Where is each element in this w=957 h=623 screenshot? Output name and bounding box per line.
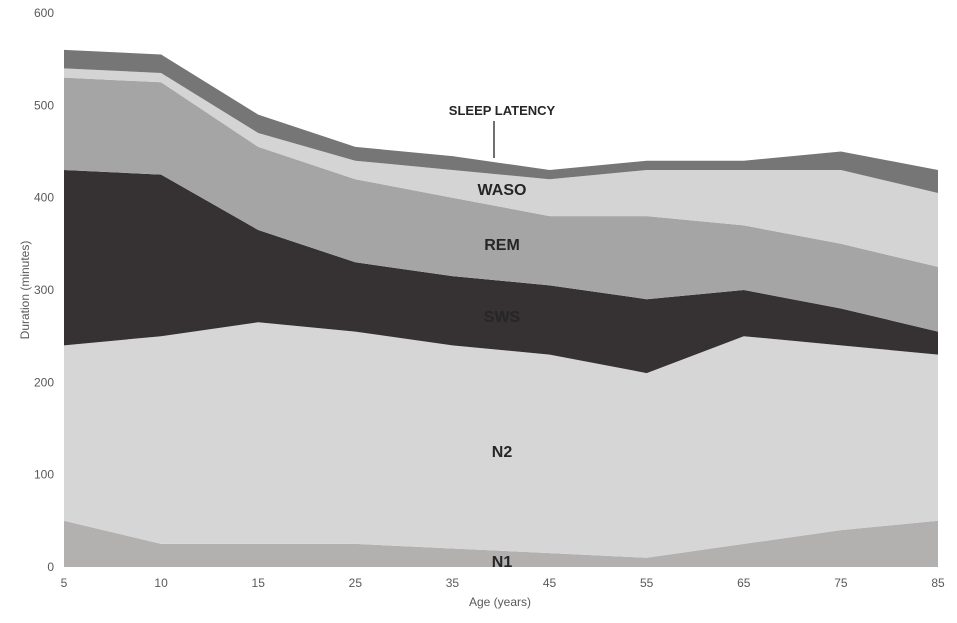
y-tick-label: 400: [34, 191, 54, 205]
area-n1: [64, 520, 938, 567]
y-axis-title: Duration (minutes): [18, 241, 32, 340]
area-sleep-latency: [64, 49, 938, 194]
x-tick-label: 55: [640, 576, 654, 590]
x-axis-title: Age (years): [469, 595, 531, 609]
area-waso: [64, 68, 938, 267]
y-tick-label: 500: [34, 98, 54, 112]
y-tick-label: 300: [34, 283, 54, 297]
x-tick-label: 15: [252, 576, 266, 590]
label-n1: N1: [492, 554, 513, 571]
y-tick-label: 0: [47, 560, 54, 574]
y-tick-label: 600: [34, 6, 54, 20]
x-tick-label: 75: [834, 576, 848, 590]
area-rem: [64, 77, 938, 332]
x-tick-label: 5: [61, 576, 68, 590]
label-sws: SWS: [484, 309, 521, 326]
area-n2: [64, 322, 938, 558]
label-sleep-latency: SLEEP LATENCY: [449, 103, 556, 118]
label-waso: WASO: [478, 182, 527, 199]
x-tick-label: 65: [737, 576, 751, 590]
x-tick-label: 45: [543, 576, 557, 590]
x-tick-label: 85: [931, 576, 945, 590]
y-axis-ticks: 0 100 200 300 400 500 600: [34, 6, 54, 574]
x-tick-label: 10: [154, 576, 168, 590]
label-n2: N2: [492, 444, 513, 461]
x-axis-ticks: 5 10 15 25 35 45 55 65 75 85: [61, 576, 945, 590]
y-tick-label: 100: [34, 468, 54, 482]
area-layers: [64, 49, 938, 567]
y-tick-label: 200: [34, 375, 54, 389]
area-sws: [64, 170, 938, 374]
x-tick-label: 35: [446, 576, 460, 590]
label-rem: REM: [484, 237, 520, 254]
x-tick-label: 25: [349, 576, 363, 590]
